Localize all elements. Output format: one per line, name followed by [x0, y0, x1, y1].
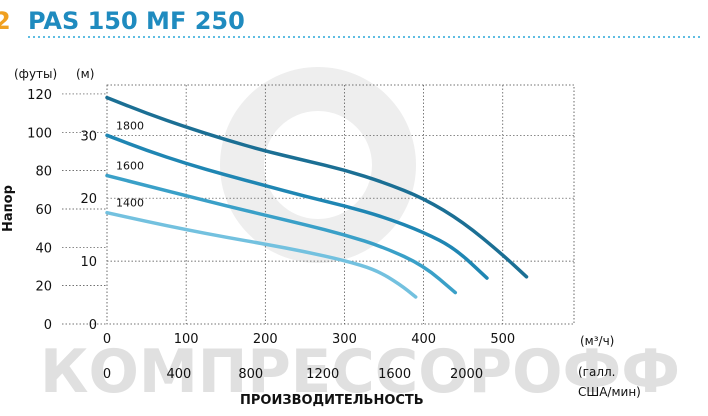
curve-labels: 1800 1600 1400	[116, 119, 144, 209]
x-tick-label-gpm: 0	[103, 367, 111, 382]
chart-title: PAS 150 MF 250	[28, 7, 245, 35]
y-tick-label-m: 30	[80, 129, 97, 144]
y-tick-label-ft: 40	[35, 241, 52, 256]
y-tick-label-ft: 0	[44, 318, 52, 333]
x-tick-label-m3h: 0	[103, 332, 111, 347]
x-tick-label-m3h: 100	[174, 332, 199, 347]
x-tick-label-gpm: 400	[166, 367, 191, 382]
title-prefix: 2	[0, 7, 11, 35]
y-axis-left-unit: (футы)	[14, 67, 57, 81]
y-tick-label-ft: 100	[27, 126, 52, 141]
y-tick-label-m: 0	[89, 318, 97, 333]
curves	[105, 95, 529, 299]
y-tick-label-m: 20	[80, 192, 97, 207]
y-tick-label-ft: 120	[27, 88, 52, 103]
watermark: КОМПРЕССОРОФФ	[40, 67, 680, 407]
x-tick-label-gpm: 800	[238, 367, 263, 382]
x-unit-secondary-line1: (галл.	[578, 365, 616, 379]
curve-label-1600: 1600	[116, 160, 144, 173]
watermark-text: КОМПРЕССОРОФФ	[40, 337, 680, 407]
x-tick-label-m3h: 200	[253, 332, 278, 347]
curve-series-1	[105, 133, 489, 280]
x-tick-label-m3h: 500	[490, 332, 515, 347]
x-tick-label-m3h: 400	[411, 332, 436, 347]
y-tick-label-m: 10	[80, 255, 97, 270]
x-tick-label-m3h: 300	[332, 332, 357, 347]
curve-label-1800: 1800	[116, 119, 144, 132]
curve-label-1400: 1400	[116, 197, 144, 210]
curve-series-3	[105, 210, 418, 299]
y-axis-right-unit: (м)	[76, 67, 94, 81]
y-axis-title: Напор	[1, 185, 16, 232]
x-tick-label-gpm: 1200	[306, 367, 339, 382]
x-unit-primary: (м³/ч)	[580, 334, 614, 348]
y-tick-label-ft: 80	[35, 165, 52, 180]
y-tick-label-ft: 20	[35, 280, 52, 295]
curve-series-0	[105, 95, 529, 279]
plot-frame	[106, 84, 575, 325]
x-unit-secondary-line2: США/мин)	[578, 385, 641, 399]
x-tick-label-gpm: 1600	[378, 367, 411, 382]
y-tick-label-ft: 60	[35, 203, 52, 218]
curve-series-2	[105, 173, 458, 295]
x-tick-label-gpm: 2000	[450, 367, 483, 382]
x-axis-title: ПРОИЗВОДИТЕЛЬНОСТЬ	[240, 393, 424, 408]
